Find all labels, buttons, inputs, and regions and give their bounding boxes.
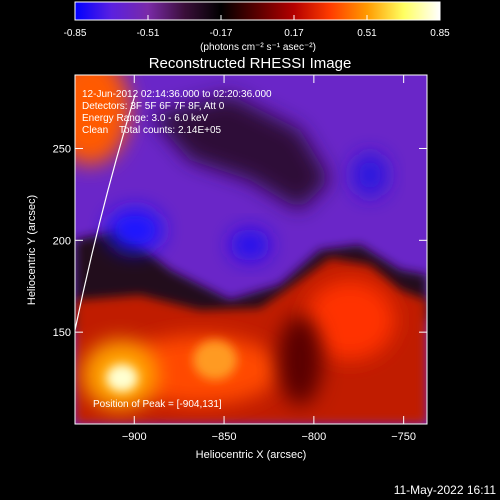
footer-date: 11-May-2022 16:11 <box>394 483 497 497</box>
axes: −900 −850 −800 −750 150 200 250 <box>53 75 427 443</box>
x-tick-label: −800 <box>301 431 326 443</box>
colorbar-tick-label: 0.51 <box>357 28 377 39</box>
plot-frame <box>74 74 428 425</box>
colorbar-tick-label: -0.17 <box>210 28 233 39</box>
chart-title: Reconstructed RHESSI Image <box>149 55 352 72</box>
annotation-line: Detectors: 3F 5F 6F 7F 8F, Att 0 <box>82 101 225 112</box>
annotation-line: Energy Range: 3.0 - 6.0 keV <box>82 113 209 124</box>
colorbar-tick-label: -0.51 <box>137 28 160 39</box>
annotation-line: 12-Jun-2012 02:14:36.000 to 02:20:36.000 <box>82 89 272 100</box>
y-tick-label: 150 <box>53 327 71 339</box>
heatmap-image <box>75 75 427 424</box>
peak-position-label: Position of Peak = [-904,131] <box>93 399 222 410</box>
x-axis-label: Heliocentric X (arcsec) <box>196 449 307 461</box>
x-tick-label: −850 <box>212 431 237 443</box>
y-tick-label: 250 <box>53 143 71 155</box>
colorbar-ticks <box>74 15 441 20</box>
colorbar <box>74 1 441 21</box>
y-axis-label: Heliocentric Y (arcsec) <box>26 195 38 305</box>
colorbar-tick-label: -0.85 <box>64 28 87 39</box>
colorbar-tick-label: 0.17 <box>284 28 304 39</box>
x-tick-label: −900 <box>122 431 147 443</box>
colorbar-unit-label: (photons cm⁻² s⁻¹ asec⁻²) <box>200 42 316 53</box>
colorbar-tick-label: 0.85 <box>430 28 450 39</box>
annotation-line: Clean Total counts: 2.14E+05 <box>82 125 222 136</box>
x-tick-label: −750 <box>391 431 416 443</box>
y-tick-label: 200 <box>53 235 71 247</box>
